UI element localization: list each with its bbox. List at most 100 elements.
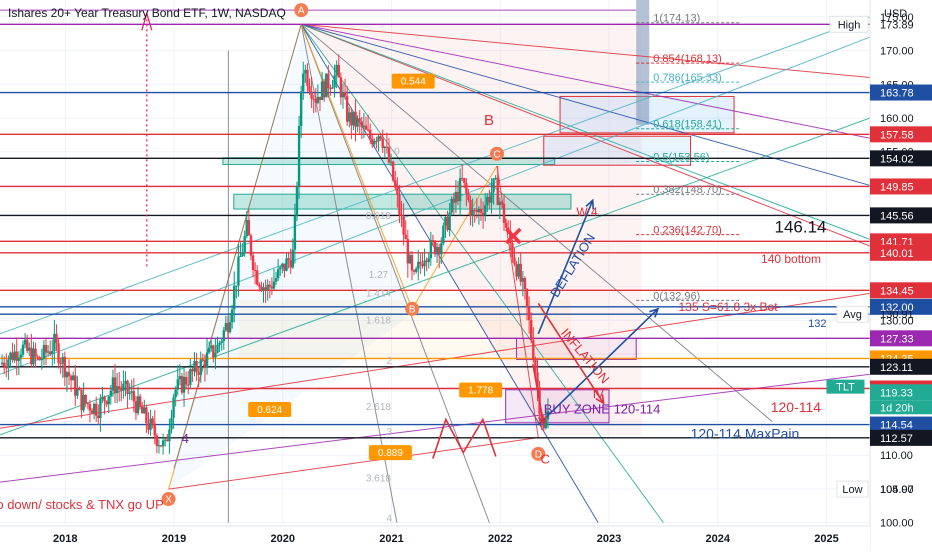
candle-body <box>454 191 458 203</box>
y-tick-label: 100.00 <box>880 518 914 530</box>
y-tick-label: 110.00 <box>880 450 913 462</box>
extension-label: 3.618 <box>366 473 391 484</box>
candle-body <box>262 287 265 291</box>
candle-body <box>245 219 248 237</box>
candle-body <box>387 147 391 163</box>
candle-body <box>25 339 29 351</box>
candle-body <box>184 376 188 385</box>
candle-body <box>143 407 146 414</box>
candle-body <box>316 96 320 103</box>
trend-line <box>0 36 871 375</box>
candle-body <box>371 138 374 145</box>
trend-line <box>0 16 871 335</box>
candle-body <box>291 249 294 268</box>
candle-body <box>230 309 234 323</box>
candle-body <box>517 263 520 277</box>
candle-body <box>456 191 460 202</box>
candle-body <box>145 407 148 424</box>
price-scale-value: 173.89 <box>880 19 914 31</box>
candle-body <box>7 359 10 369</box>
x-tick-label: 2021 <box>379 533 403 545</box>
candle-body <box>55 333 58 344</box>
candle-body <box>312 98 315 100</box>
price-tag-box <box>870 282 932 299</box>
candle-body <box>71 375 75 381</box>
candle-body <box>333 75 336 88</box>
candle-body <box>63 356 67 378</box>
x-tick-label: 2020 <box>271 533 295 545</box>
price-tag-box <box>870 84 932 101</box>
candle-body <box>481 212 485 216</box>
candle-body <box>523 278 527 290</box>
candle-body <box>293 215 297 250</box>
candle-body <box>350 112 353 126</box>
candle-body <box>429 240 433 259</box>
y-tick-label: 130.00 <box>880 315 914 327</box>
candle-body <box>274 278 278 282</box>
candle-body <box>101 396 104 400</box>
trend-line <box>300 23 664 523</box>
candle-body <box>391 161 395 181</box>
target-box <box>543 135 692 166</box>
trend-line <box>300 24 398 523</box>
candle-body <box>138 396 142 407</box>
trend-line <box>300 23 773 422</box>
price-tag-box <box>870 330 932 347</box>
extension-label: 1.27 <box>369 270 389 281</box>
candle-body <box>38 357 41 361</box>
candle-body <box>21 344 25 355</box>
candle-body <box>400 214 403 217</box>
candle-body <box>398 194 401 215</box>
candle-body <box>297 126 301 187</box>
candle-body <box>115 386 119 394</box>
candle-body <box>97 415 100 418</box>
candle-body <box>210 345 213 349</box>
candle-body <box>80 389 83 411</box>
candle-body <box>28 347 31 351</box>
candle-body <box>180 376 184 393</box>
candle-body <box>42 344 46 359</box>
candle-body <box>544 419 548 429</box>
candle-body <box>247 219 251 236</box>
candle-body <box>348 112 351 122</box>
candle-body <box>134 401 138 414</box>
price-tag-box <box>870 298 932 315</box>
candle-body <box>270 286 274 289</box>
candle-body <box>141 406 144 414</box>
candle-body <box>450 198 453 213</box>
candle-body <box>233 285 236 310</box>
candle-body <box>168 429 171 442</box>
price-tag-value: 127.33 <box>880 333 914 345</box>
ratio-label: 0.889 <box>378 448 403 459</box>
candle-body <box>128 392 131 394</box>
candle-body <box>302 73 305 92</box>
price-tag-box <box>870 429 932 446</box>
arrow-head <box>585 198 595 210</box>
candle-body <box>354 111 357 127</box>
ratio-box <box>248 402 292 418</box>
candle-body <box>308 86 311 92</box>
candle-body <box>427 258 430 263</box>
ratio-box <box>391 73 435 89</box>
candle-body <box>136 396 140 414</box>
arrow-line <box>537 308 659 426</box>
countdown-label: 1d 20h <box>880 402 914 414</box>
candle-body <box>256 270 259 285</box>
candle-body <box>377 136 380 142</box>
candle-body <box>67 372 71 377</box>
shaded-zone <box>239 300 571 361</box>
candle-body <box>214 352 217 358</box>
candle-body <box>74 375 77 396</box>
candle-body <box>490 192 493 203</box>
candle-body <box>65 372 69 378</box>
candle-body <box>161 440 165 447</box>
candle-body <box>170 417 173 430</box>
candle-body <box>310 91 313 99</box>
fib-bar <box>636 0 650 125</box>
candle-body <box>78 389 81 391</box>
price-tag-box <box>870 384 932 401</box>
candle-body <box>23 339 27 345</box>
x-tick-label: 2018 <box>53 533 77 545</box>
